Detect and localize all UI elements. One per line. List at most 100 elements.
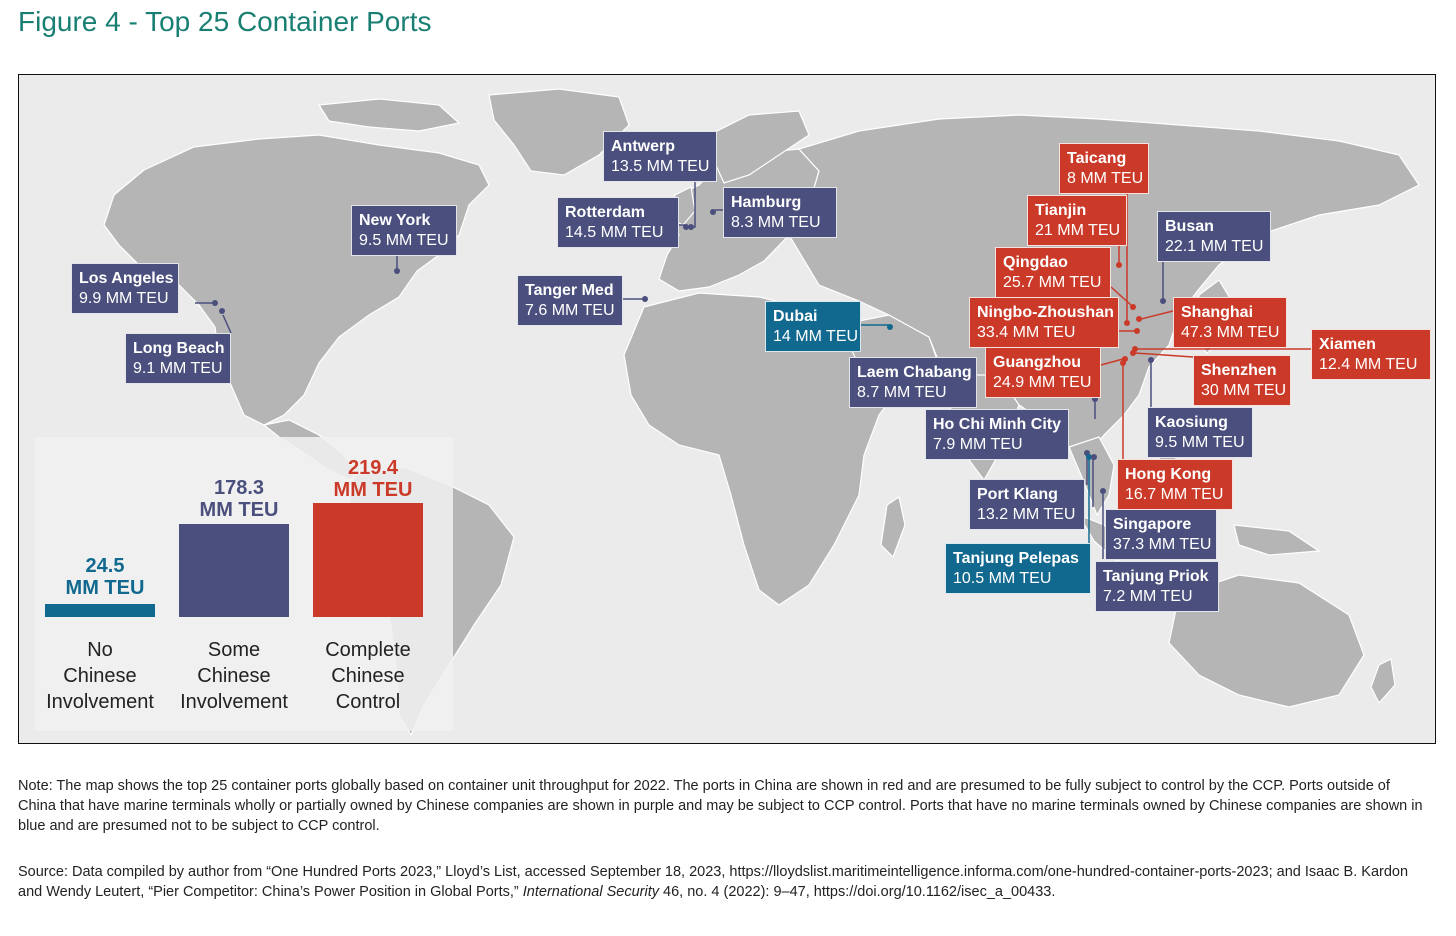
port-label-singapore: Singapore 37.3 MM TEU xyxy=(1105,509,1217,560)
port-teu: 13.5 MM TEU xyxy=(611,158,710,175)
port-label-ningbo-zhoushan: Ningbo-Zhoushan 33.4 MM TEU xyxy=(969,297,1119,348)
port-name: Singapore xyxy=(1113,516,1192,533)
antwerp-dot xyxy=(688,224,694,230)
port-name: Qingdao xyxy=(1003,254,1068,271)
port-name: Guangzhou xyxy=(993,354,1081,371)
new-zealand-land xyxy=(1370,658,1396,705)
new-guinea-land xyxy=(1233,524,1321,556)
port-name: Laem Chabang xyxy=(857,364,972,381)
singapore-dot xyxy=(1091,454,1097,460)
port-name: Tanger Med xyxy=(525,282,614,299)
port-name: Ho Chi Minh City xyxy=(933,416,1061,433)
arctic-islands-land xyxy=(317,98,461,132)
port-name: Shenzhen xyxy=(1201,362,1277,379)
port-name: Busan xyxy=(1165,218,1214,235)
los-angeles-dot xyxy=(212,300,218,306)
port-teu: 25.7 MM TEU xyxy=(1003,274,1102,291)
port-teu: 12.4 MM TEU xyxy=(1319,356,1418,373)
port-teu: 7.6 MM TEU xyxy=(525,302,615,319)
port-label-kaosiung: Kaosiung 9.5 MM TEU xyxy=(1147,407,1253,458)
tanger-med-dot xyxy=(642,296,648,302)
tanjung-pelepas-dot xyxy=(1086,454,1092,460)
long-beach-dot xyxy=(219,308,225,314)
scandinavia-land xyxy=(708,110,810,184)
madagascar-land xyxy=(880,496,906,559)
port-name: Tanjung Priok xyxy=(1103,568,1209,585)
port-name: Ningbo-Zhoushan xyxy=(977,304,1114,321)
port-name: Kaosiung xyxy=(1155,414,1228,431)
port-name: Xiamen xyxy=(1319,336,1376,353)
port-name: Long Beach xyxy=(133,340,225,357)
tianjin-dot xyxy=(1116,262,1122,268)
port-teu: 21 MM TEU xyxy=(1035,222,1121,239)
legend-label-full: Complete Chinese Control xyxy=(325,639,411,713)
hamburg-dot xyxy=(710,209,716,215)
source-text-1: Source: Data compiled by author from “On… xyxy=(18,864,1409,900)
legend-bar-some xyxy=(179,524,289,617)
new-york-dot xyxy=(394,268,400,274)
port-name: Dubai xyxy=(773,308,818,325)
port-label-los-angeles: Los Angeles 9.9 MM TEU xyxy=(71,263,179,314)
legend-value-none: 24.5 MM TEU xyxy=(65,555,145,599)
port-label-laem-chabang: Laem Chabang 8.7 MM TEU xyxy=(849,357,977,408)
legend-label-none: No Chinese Involvement xyxy=(46,639,154,713)
port-label-tanger-med: Tanger Med 7.6 MM TEU xyxy=(517,275,623,326)
world-map: Antwerp 13.5 MM TEU Rotterdam 14.5 MM TEU … xyxy=(18,74,1436,744)
kaosiung-dot xyxy=(1148,357,1154,363)
port-teu: 7.9 MM TEU xyxy=(933,436,1023,453)
figure-title: Figure 4 - Top 25 Container Ports xyxy=(18,6,432,37)
port-label-tanjung-pelepas: Tanjung Pelepas 10.5 MM TEU xyxy=(945,543,1091,594)
port-label-dubai: Dubai 14 MM TEU xyxy=(765,301,861,352)
port-teu: 9.9 MM TEU xyxy=(79,290,169,307)
port-teu: 8.3 MM TEU xyxy=(731,214,821,231)
port-name: Hong Kong xyxy=(1125,466,1212,483)
port-label-guangzhou: Guangzhou 24.9 MM TEU xyxy=(985,347,1101,398)
port-name: Taicang xyxy=(1067,150,1127,167)
port-label-ho-chi-minh-city: Ho Chi Minh City 7.9 MM TEU xyxy=(925,409,1069,460)
tanjung-priok-dot xyxy=(1100,488,1106,494)
port-name: Tanjung Pelepas xyxy=(953,550,1079,567)
port-teu: 10.5 MM TEU xyxy=(953,570,1052,587)
legend-value-full: 219.4 MM TEU xyxy=(333,457,413,501)
legend-value-some: 178.3 MM TEU xyxy=(199,477,279,521)
port-label-antwerp: Antwerp 13.5 MM TEU xyxy=(603,131,717,182)
rotterdam-dot xyxy=(683,224,689,230)
port-label-shanghai: Shanghai 47.3 MM TEU xyxy=(1173,297,1287,348)
port-label-hamburg: Hamburg 8.3 MM TEU xyxy=(723,187,837,238)
port-name: Tianjin xyxy=(1035,202,1087,219)
legend-panel: 24.5 MM TEU No Chinese Involvement 178.3 MM … xyxy=(35,437,453,731)
taicang-dot xyxy=(1124,320,1130,326)
port-label-busan: Busan 22.1 MM TEU xyxy=(1157,211,1271,262)
port-teu: 22.1 MM TEU xyxy=(1165,238,1264,255)
port-label-rotterdam: Rotterdam 14.5 MM TEU xyxy=(557,197,679,248)
port-name: Antwerp xyxy=(611,138,675,155)
port-teu: 9.5 MM TEU xyxy=(1155,434,1245,451)
xiamen-dot xyxy=(1132,346,1138,352)
port-label-hong-kong: Hong Kong 16.7 MM TEU xyxy=(1117,459,1233,510)
port-label-tianjin: Tianjin 21 MM TEU xyxy=(1027,195,1127,246)
port-label-port-klang: Port Klang 13.2 MM TEU xyxy=(969,479,1085,530)
port-name: New York xyxy=(359,212,431,229)
port-label-long-beach: Long Beach 9.1 MM TEU xyxy=(125,333,231,384)
greenland-land xyxy=(488,88,630,176)
port-label-taicang: Taicang 8 MM TEU xyxy=(1059,143,1149,194)
port-name: Port Klang xyxy=(977,486,1058,503)
port-teu: 30 MM TEU xyxy=(1201,382,1287,399)
port-name: Rotterdam xyxy=(565,204,646,221)
hong-kong-dot xyxy=(1120,360,1126,366)
port-teu: 14.5 MM TEU xyxy=(565,224,664,241)
port-name: Hamburg xyxy=(731,194,802,211)
port-label-xiamen: Xiamen 12.4 MM TEU xyxy=(1311,329,1431,380)
legend-label-some: Some Chinese Involvement xyxy=(180,639,288,713)
port-name: Shanghai xyxy=(1181,304,1254,321)
port-teu: 7.2 MM TEU xyxy=(1103,588,1193,605)
port-teu: 9.1 MM TEU xyxy=(133,360,223,377)
port-teu: 37.3 MM TEU xyxy=(1113,536,1212,553)
port-teu: 8 MM TEU xyxy=(1067,170,1144,187)
port-label-tanjung-priok: Tanjung Priok 7.2 MM TEU xyxy=(1095,561,1219,612)
legend-bar-none xyxy=(45,604,155,617)
port-teu: 47.3 MM TEU xyxy=(1181,324,1280,341)
port-label-new-york: New York 9.5 MM TEU xyxy=(351,205,457,256)
legend-bar-full xyxy=(313,503,423,617)
ningbo-zhoushan-dot xyxy=(1134,328,1140,334)
